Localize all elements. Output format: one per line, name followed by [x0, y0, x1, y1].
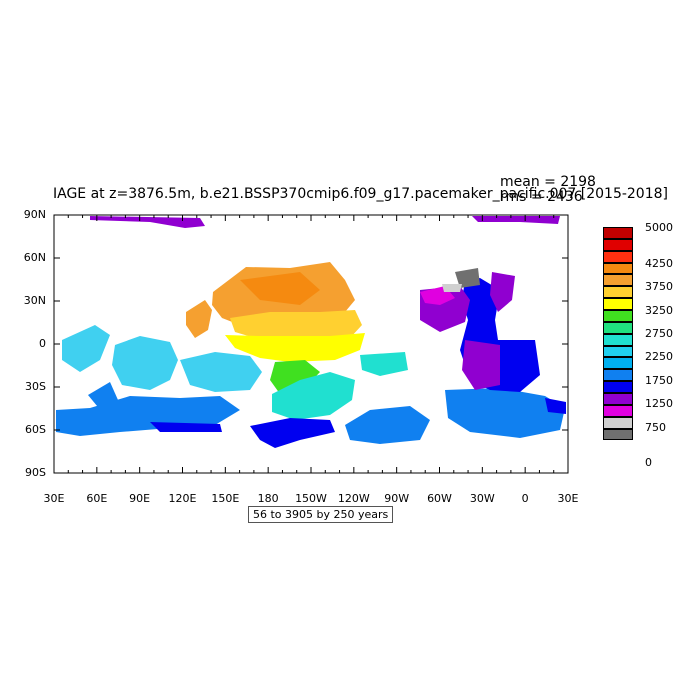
colorbar-label: 1250 [645, 397, 673, 410]
indo-pacific-cyan [180, 352, 262, 392]
colorbar-swatch [603, 404, 633, 417]
colorbar-swatch [603, 262, 633, 275]
colorbar-label: 2750 [645, 327, 673, 340]
x-tick-label: 90E [129, 492, 151, 505]
x-tick-label: 150W [295, 492, 327, 505]
x-tick-label: 30E [557, 492, 579, 505]
x-tick-label: 60W [427, 492, 452, 505]
x-tick-label: 30W [469, 492, 495, 505]
x-tick-label: 120W [337, 492, 370, 505]
colorbar-label: 2250 [645, 350, 673, 363]
south-pacific-green [270, 360, 320, 394]
colorbar-swatch [603, 310, 633, 322]
x-tick-label: 0 [521, 492, 529, 505]
southern-pacific-blue [345, 406, 430, 444]
equatorial-pacific-yellow [225, 333, 365, 362]
colorbar-swatch [603, 321, 633, 334]
colorbar-swatch [603, 333, 633, 346]
colorbar-swatch [603, 345, 633, 358]
southern-dark-blue-1 [150, 422, 222, 432]
arctic-atlantic-purple [490, 272, 515, 312]
x-tick-label: 90W [384, 492, 410, 505]
arctic-left-strip [90, 216, 205, 228]
colorbar-label: 1750 [645, 374, 673, 387]
colorbar-swatch [603, 298, 633, 311]
central-pacific-gold [230, 310, 362, 340]
indian-ocean-cyan [112, 336, 178, 390]
west-indian-cyan [62, 325, 110, 372]
y-tick-label: 60S [25, 423, 46, 436]
colorbar-swatch [603, 393, 633, 405]
x-tick-label: 60E [86, 492, 108, 505]
arctic-right-strip [472, 216, 560, 224]
y-tick-label: 0 [39, 337, 46, 350]
x-tick-label: 150E [211, 492, 240, 505]
colorbar-swatch [603, 369, 633, 382]
map-title: IAGE at z=3876.5m, b.e21.BSSP370cmip6.f0… [53, 186, 668, 202]
colorbar-label: 3250 [645, 304, 673, 317]
colorbar-swatch [603, 238, 633, 251]
colorbar-label: 750 [645, 421, 666, 434]
x-tick-label: 120E [168, 492, 197, 505]
colorbar-swatch [603, 227, 633, 239]
colorbar-label: 0 [645, 456, 652, 469]
y-tick-label: 90S [25, 466, 46, 479]
arctic-light-grey [442, 284, 462, 292]
north-pacific-west-orange [186, 300, 212, 338]
x-tick-label: 180 [257, 492, 279, 505]
south-atlantic-blue [445, 388, 565, 438]
colorbar-swatch [603, 274, 633, 287]
colorbar-swatch [603, 250, 633, 263]
y-tick-label: 30S [25, 380, 46, 393]
indian-blue-patch [88, 382, 118, 412]
north-pacific-dark-orange [240, 272, 320, 305]
colorbar-swatch [603, 381, 633, 394]
y-tick-label: 60N [23, 251, 46, 264]
colorbar [603, 227, 633, 441]
southern-dark-blue-2 [250, 418, 335, 448]
colorbar-label: 3750 [645, 280, 673, 293]
arctic-grey-patch [455, 268, 480, 288]
colorbar-swatch [603, 357, 633, 370]
axis-ticks [53, 214, 569, 474]
mean-value: mean = 2198 [500, 174, 596, 190]
colorbar-swatch [603, 416, 633, 429]
contour-range-label: 56 to 3905 by 250 years [248, 506, 394, 523]
colorbar-label: 5000 [645, 221, 673, 234]
y-tick-label: 90N [23, 208, 46, 221]
colorbar-swatch [603, 428, 633, 441]
east-atlantic-dark-blue [545, 398, 566, 414]
east-pacific-cyan [360, 352, 408, 376]
rms-value: rms = 2436 [500, 189, 583, 205]
y-tick-label: 30N [23, 294, 46, 307]
south-pacific-cyan [272, 372, 355, 420]
x-tick-label: 30E [43, 492, 65, 505]
colorbar-swatch [603, 286, 633, 299]
south-atlantic-purple [462, 340, 500, 390]
colorbar-label: 4250 [645, 257, 673, 270]
